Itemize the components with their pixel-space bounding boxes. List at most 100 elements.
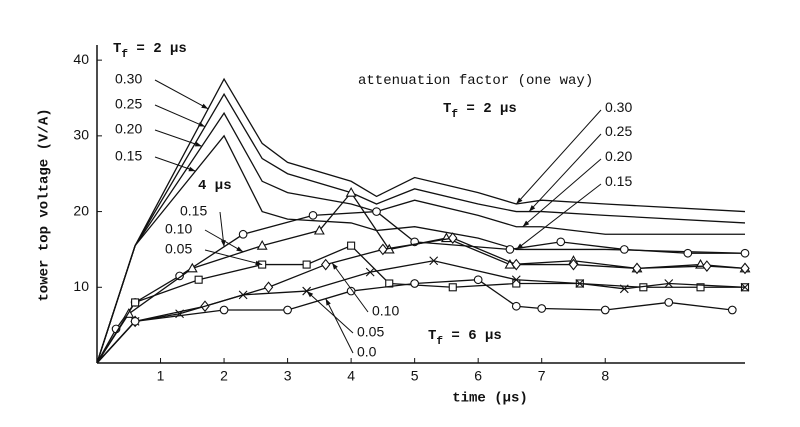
marker <box>683 248 693 258</box>
annotation-text: 0.15 <box>605 173 632 189</box>
annotation-sub: f <box>451 109 458 121</box>
marker <box>219 305 229 315</box>
marker <box>313 224 325 235</box>
annotation: Tf = 2 µs <box>113 41 187 61</box>
annotation-text: 4 µs <box>198 178 232 194</box>
x-tick-label: 3 <box>284 368 292 384</box>
arrow-head <box>188 166 196 172</box>
annotation: Tf = 6 µs <box>428 328 502 348</box>
line <box>96 111 745 364</box>
annotation-text: T <box>428 328 436 344</box>
series-label: 0.05 <box>357 324 384 340</box>
annotation: 0.25 <box>605 123 632 139</box>
arrow-head <box>516 243 523 250</box>
x-tick-label: 5 <box>411 368 419 384</box>
marker <box>131 298 140 307</box>
annotation: attenuation factor (one way) <box>358 73 593 89</box>
annotation: 4 µs <box>198 178 232 194</box>
y-axis-label: tower top voltage (V/A) <box>37 108 53 301</box>
arrow-head <box>306 291 314 298</box>
annotation: Tf = 2 µs <box>443 101 517 121</box>
arrow <box>325 298 354 354</box>
series-label: 0.20 <box>115 121 142 137</box>
arrow <box>154 104 206 128</box>
marker <box>263 281 274 294</box>
annotation: 0.20 <box>605 148 632 164</box>
annotation-sub: f <box>436 336 443 348</box>
marker <box>175 271 184 281</box>
x-tick-label: 2 <box>220 368 228 384</box>
annotation-rest: = 2 µs <box>128 41 187 57</box>
arrow-head <box>201 103 209 109</box>
marker <box>619 284 629 294</box>
x-axis-label: time (µs) <box>452 391 528 407</box>
series-label: 0.15 <box>180 203 207 219</box>
marker <box>238 290 248 300</box>
annotation-text: 0.30 <box>605 99 632 115</box>
annotation-rest: = 2 µs <box>458 101 517 117</box>
series-label: 0.0 <box>357 344 377 360</box>
marker <box>186 262 198 273</box>
y-tick-label: 30 <box>73 127 89 143</box>
arrow <box>204 249 263 266</box>
marker <box>619 245 629 254</box>
annotation-text: T <box>443 101 451 117</box>
marker <box>238 229 248 239</box>
marker <box>568 258 579 271</box>
series-label: 0.10 <box>165 221 192 237</box>
marker <box>378 243 388 256</box>
line <box>96 260 746 364</box>
annotation-text: T <box>113 41 121 57</box>
arrow-head <box>236 246 244 252</box>
x-tick-label: 1 <box>157 368 165 384</box>
arrow <box>154 129 202 147</box>
annotation-text: 0.20 <box>605 148 632 164</box>
marker <box>727 305 737 315</box>
marker <box>632 262 642 275</box>
marker <box>429 256 439 266</box>
marker <box>696 283 705 292</box>
annotation-sub: f <box>121 49 128 61</box>
marker <box>308 211 318 220</box>
marker <box>347 241 356 250</box>
marker <box>740 282 750 292</box>
arrow-head <box>332 262 338 270</box>
marker <box>664 279 674 288</box>
marker <box>740 262 750 275</box>
annotation-text: 0.25 <box>605 123 632 139</box>
x-tick-label: 8 <box>601 368 609 384</box>
series-label: 0.10 <box>372 303 399 319</box>
arrow-head <box>198 121 205 127</box>
arrow <box>515 183 602 250</box>
marker <box>505 245 515 254</box>
y-tick-label: 20 <box>73 202 89 218</box>
arrow-head <box>529 205 536 212</box>
arrow <box>528 133 602 212</box>
arrow-head <box>325 298 331 306</box>
marker <box>740 248 750 258</box>
x-tick-label: 6 <box>474 368 482 384</box>
arrow <box>204 229 244 253</box>
y-tick-label: 10 <box>73 278 89 294</box>
arrow-head <box>522 220 530 227</box>
marker <box>511 275 521 285</box>
arrow-head <box>255 260 263 266</box>
marker <box>511 258 521 271</box>
series-label: 0.25 <box>115 96 142 112</box>
marker <box>345 187 357 197</box>
marker <box>410 279 419 288</box>
annotation-text: attenuation factor (one way) <box>358 73 593 89</box>
marker <box>664 298 674 307</box>
annotation-rest: = 6 µs <box>443 328 502 344</box>
marker <box>537 304 547 313</box>
series-label: 0.30 <box>115 71 142 87</box>
line <box>96 279 733 364</box>
line <box>96 77 746 364</box>
marker <box>473 275 483 285</box>
arrow <box>522 158 602 228</box>
arrow <box>515 109 602 205</box>
marker <box>556 237 566 247</box>
marker <box>512 279 521 288</box>
marker <box>283 305 292 315</box>
marker <box>346 286 356 296</box>
